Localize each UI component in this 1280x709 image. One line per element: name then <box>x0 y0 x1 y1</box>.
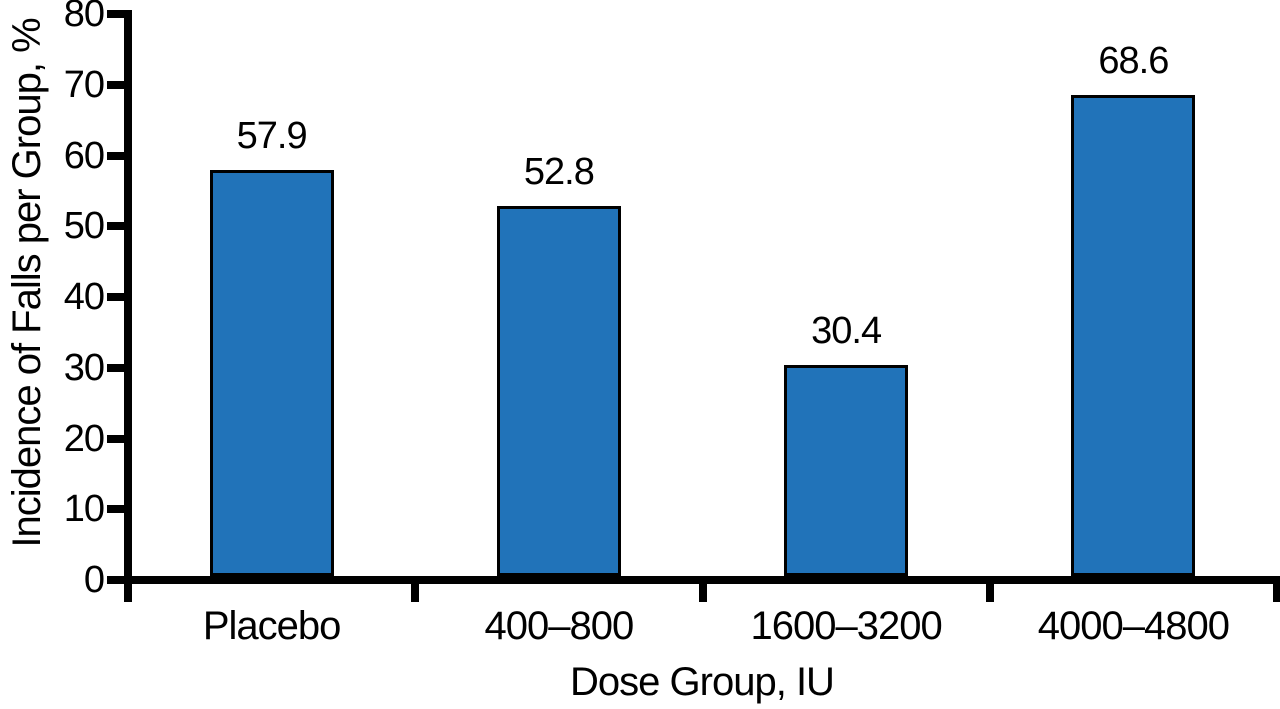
y-tick-label: 10 <box>63 488 105 531</box>
y-tick <box>107 293 124 301</box>
x-tick <box>985 584 994 602</box>
y-tick-label: 30 <box>63 346 105 389</box>
x-axis-line <box>124 576 1280 584</box>
x-tick <box>411 584 420 602</box>
y-tick-label: 40 <box>63 276 105 318</box>
bar-value-label: 57.9 <box>236 115 308 158</box>
y-tick-label: 0 <box>83 559 105 601</box>
x-axis-title: Dose Group, IU <box>570 660 835 704</box>
y-tick <box>107 363 124 372</box>
bar-value-label: 68.6 <box>1098 39 1169 82</box>
bar <box>1071 94 1196 576</box>
bar <box>784 364 909 576</box>
x-tick <box>1273 584 1280 602</box>
x-tick-label: 400–800 <box>484 604 635 648</box>
y-tick <box>107 222 124 231</box>
bar-value-label: 30.4 <box>811 309 882 352</box>
x-tick-label: 1600–3200 <box>750 604 943 648</box>
x-tick-label: 4000–4800 <box>1037 604 1230 648</box>
bar <box>209 170 334 576</box>
y-tick <box>107 151 124 160</box>
y-tick-label: 50 <box>63 205 105 248</box>
bar-value-label: 52.8 <box>523 151 595 194</box>
y-tick <box>107 576 124 584</box>
y-tick <box>107 505 124 514</box>
y-tick-label: 20 <box>63 417 105 460</box>
y-tick <box>107 10 124 18</box>
y-tick <box>107 434 124 443</box>
x-tick-label: Placebo <box>202 604 342 648</box>
y-tick-label: 70 <box>63 63 105 106</box>
x-tick <box>698 584 707 602</box>
y-axis-line <box>124 10 132 602</box>
bar <box>496 206 621 576</box>
y-tick-label: 60 <box>63 134 105 177</box>
y-tick-label: 80 <box>63 0 105 35</box>
y-tick <box>107 80 124 89</box>
